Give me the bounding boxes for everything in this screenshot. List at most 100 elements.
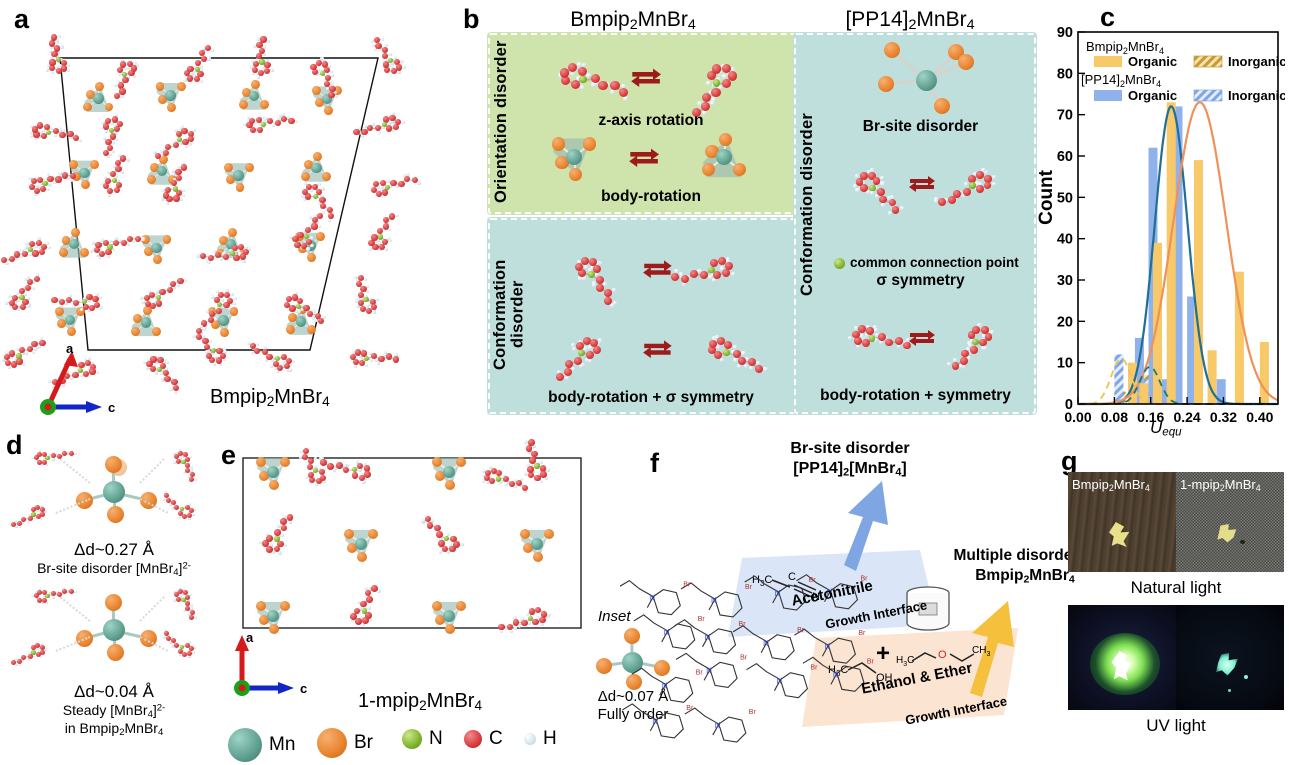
- hydrogen-atom: [388, 184, 392, 189]
- atom-color-legend: Mn Br N C H: [228, 728, 648, 762]
- nitrogen-atom: [578, 349, 586, 357]
- bromine-atom: [258, 471, 269, 482]
- manganese-atom: [442, 609, 455, 622]
- hydrogen-atom: [355, 460, 360, 464]
- hydrogen-atom: [320, 57, 324, 61]
- hydrogen-atom: [51, 384, 56, 388]
- bromine-atom: [958, 54, 974, 70]
- hydrogen-atom: [160, 377, 164, 381]
- hydrogen-atom: [111, 149, 115, 153]
- carbon-atom: [10, 659, 16, 665]
- hydrogen-atom: [219, 257, 223, 261]
- carbon-atom: [165, 186, 172, 193]
- panel-b-conformation-molecules-top: [530, 226, 788, 310]
- nitrogen-atom: [180, 644, 185, 649]
- nitrogen-atom: [108, 127, 114, 133]
- carbon-atom: [117, 66, 124, 73]
- carbon-atom: [55, 176, 62, 183]
- hydrogen-atom: [386, 58, 390, 62]
- bromine-atom: [75, 491, 93, 509]
- uv-light-caption: UV light: [1146, 716, 1206, 735]
- nitrogen-atom: [723, 349, 731, 356]
- carbon-atom: [51, 51, 58, 58]
- carbon-atom: [214, 252, 222, 259]
- carbon-atom: [93, 247, 100, 254]
- carbon-atom: [938, 197, 947, 206]
- hydrogen-atom: [57, 34, 61, 38]
- hydrogen-atom: [365, 304, 369, 309]
- hydrogen-atom: [872, 325, 877, 330]
- carbon-atom: [200, 55, 207, 62]
- hydrogen-atom: [328, 65, 332, 69]
- carbon-atom: [66, 296, 73, 303]
- hydrogen-atom: [372, 311, 376, 315]
- chart-y-axis-label: Count: [1036, 170, 1057, 225]
- hydrogen-atom: [190, 71, 194, 75]
- carbon-atom: [707, 346, 716, 355]
- hydrogen-atom: [577, 276, 582, 281]
- manganese-atom: [354, 537, 367, 550]
- carbon-atom: [40, 186, 47, 193]
- carbon-atom: [374, 36, 381, 43]
- carbon-atom: [390, 68, 397, 75]
- hydrogen-atom: [31, 286, 36, 291]
- carbon-atom: [539, 465, 547, 472]
- hydrogen-atom: [187, 599, 190, 602]
- carbon-atom: [296, 297, 304, 305]
- hydrogen-atom: [35, 137, 39, 141]
- carbon-atom: [53, 45, 61, 52]
- hydrogen-atom: [589, 265, 595, 270]
- carbon-atom: [149, 303, 157, 310]
- carbon-atom: [292, 236, 299, 243]
- carbon-atom: [64, 372, 71, 379]
- manganese-atom: [93, 93, 104, 104]
- carbon-atom: [149, 292, 156, 299]
- hydrogen-atom: [187, 655, 191, 658]
- hydrogen-atom: [317, 67, 322, 72]
- carbon-atom: [12, 304, 19, 311]
- carbon-atom: [701, 102, 711, 112]
- carbon-atom: [89, 305, 96, 312]
- bromine-atom: [583, 137, 597, 151]
- manganese-atom: [140, 317, 152, 328]
- carbon-atom: [202, 337, 209, 344]
- hydrogen-atom: [97, 252, 101, 256]
- carbon-atom: [197, 70, 204, 77]
- carbon-atom: [200, 253, 207, 260]
- hydrogen-atom: [189, 455, 193, 459]
- hydrogen-atom: [302, 194, 306, 198]
- carbon-atom: [119, 88, 126, 95]
- carbon-atom: [527, 466, 534, 473]
- hydrogen-atom: [540, 622, 544, 627]
- carbon-atom: [378, 243, 386, 250]
- panel-d-steady-structure: [10, 578, 214, 686]
- legend-group2-title: [PP14]2MnBr4: [1081, 72, 1161, 89]
- carbon-atom: [177, 278, 184, 285]
- carbon-atom: [717, 256, 726, 265]
- carbon-atom: [575, 341, 584, 350]
- carbon-atom: [592, 345, 601, 354]
- bromine-atom: [95, 82, 105, 92]
- n-legend-dot: [402, 729, 422, 749]
- hydrogen-atom: [223, 350, 227, 354]
- hydrogen-atom: [37, 236, 41, 241]
- carbon-atom: [310, 64, 317, 71]
- hydrogen-atom: [880, 181, 885, 186]
- mn-legend-dot: [228, 728, 262, 762]
- panel-d-bottom-line1: Steady [MnBr4]2-: [62, 702, 166, 721]
- carbon-atom: [394, 119, 401, 126]
- atom-legend-item-br: Br: [317, 728, 373, 758]
- carbon-atom: [280, 115, 287, 123]
- nitrogen-atom: [351, 466, 358, 473]
- hydrogen-atom: [58, 126, 63, 131]
- hydrogen-atom: [276, 370, 280, 374]
- hydrogen-atom: [104, 175, 108, 179]
- hydrogen-atom: [374, 240, 379, 244]
- carbon-atom: [366, 596, 373, 603]
- carbon-atom: [258, 70, 265, 77]
- nitrogen-atom: [361, 607, 368, 614]
- hydrogen-atom: [214, 317, 218, 321]
- carbon-atom: [951, 361, 960, 370]
- hydrogen-atom: [43, 177, 48, 181]
- carbon-atom: [302, 453, 309, 460]
